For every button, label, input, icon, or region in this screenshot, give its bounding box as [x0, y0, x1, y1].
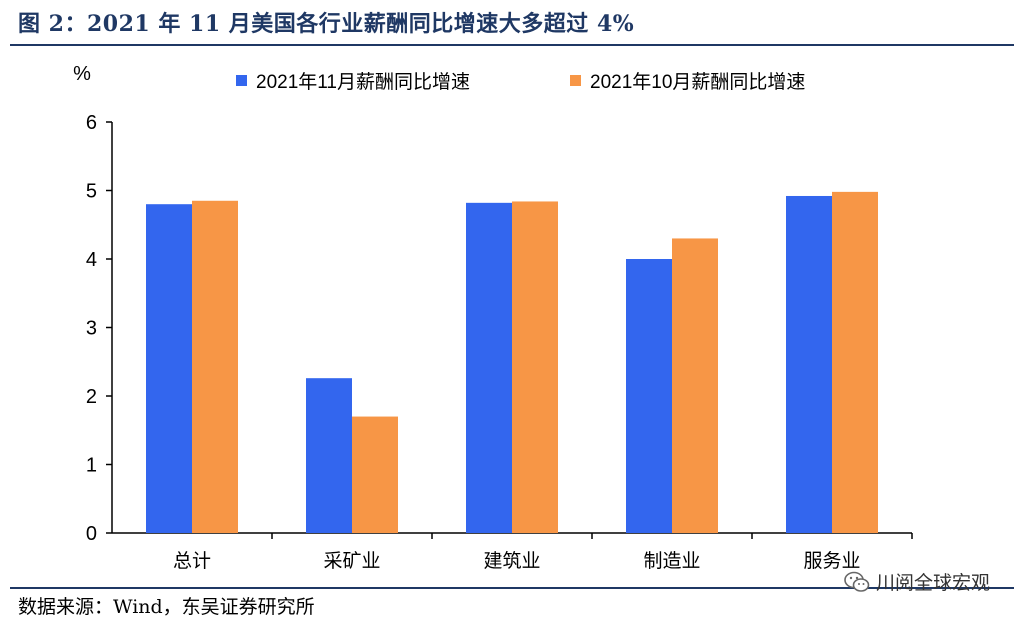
y-tick-label: 1 — [86, 455, 97, 477]
legend-swatch — [570, 75, 581, 86]
wechat-icon — [844, 571, 870, 592]
y-tick-label: 0 — [86, 523, 97, 545]
bar-nov — [306, 378, 352, 533]
chart-bars — [146, 191, 878, 534]
bar-oct — [512, 201, 558, 533]
figure-title: 图 2：2021 年 11 月美国各行业薪酬同比增速大多超过 4% — [18, 11, 635, 37]
bar-oct — [672, 238, 718, 533]
legend-swatch — [236, 75, 247, 86]
bar-oct — [192, 200, 238, 533]
bar-nov — [466, 202, 512, 533]
y-tick-label: 4 — [86, 249, 97, 271]
bar-nov — [146, 204, 192, 533]
y-tick-label: 2 — [86, 386, 97, 408]
y-tick-label: 3 — [86, 318, 97, 340]
bar-nov — [626, 259, 672, 533]
x-tick-label: 采矿业 — [323, 550, 380, 572]
watermark: 川阅全球宏观 — [844, 568, 990, 595]
chart-axes: % 0 1 2 3 4 5 6 总计 采矿业 建筑业 制造业 服务业 — [73, 63, 913, 572]
y-tick-label: 5 — [86, 181, 97, 203]
x-tick-label: 建筑业 — [483, 550, 540, 572]
source-divider — [10, 587, 1014, 589]
x-tick-label: 总计 — [173, 550, 211, 572]
bar-oct — [352, 416, 398, 533]
bar-nov — [786, 195, 832, 534]
watermark-text: 川阅全球宏观 — [875, 572, 990, 594]
x-tick-label: 制造业 — [643, 550, 700, 572]
bar-oct — [832, 191, 878, 533]
chart-legend: 2021年11月薪酬同比增速 2021年10月薪酬同比增速 — [236, 71, 805, 93]
source-note: 数据来源：Wind，东吴证券研究所 — [18, 596, 315, 618]
x-tick-label: 服务业 — [803, 550, 860, 572]
legend-label: 2021年10月薪酬同比增速 — [590, 71, 805, 93]
legend-label: 2021年11月薪酬同比增速 — [256, 71, 470, 93]
y-tick-label: 6 — [86, 112, 97, 134]
y-unit-label: % — [73, 63, 91, 85]
title-divider — [10, 44, 1014, 46]
